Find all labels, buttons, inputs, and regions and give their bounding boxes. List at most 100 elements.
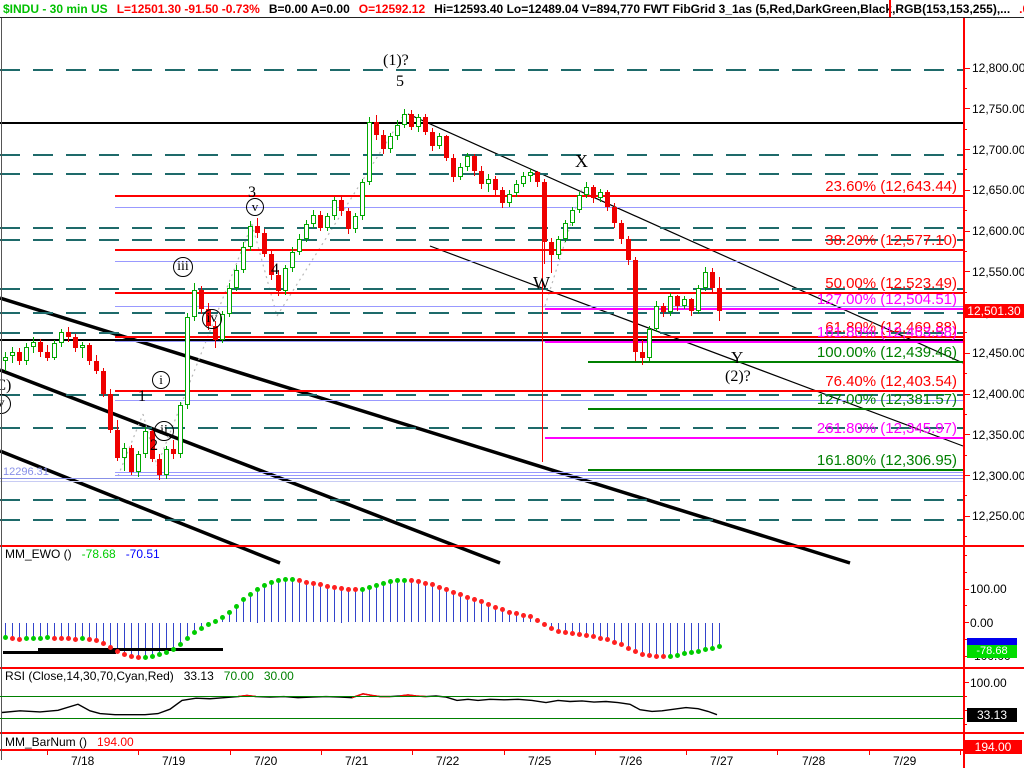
fib-level-label: 50.00% (12,523.49) <box>825 275 957 293</box>
ewo-histogram-bar <box>96 622 97 641</box>
price-axis-label: 12,800.00 <box>972 61 1024 75</box>
price-tick <box>963 230 970 232</box>
ewo-ma-dot <box>192 629 197 635</box>
wave-label-circled-ii: ii <box>154 421 174 441</box>
fib-line-magenta <box>545 307 963 310</box>
title-bar-segment: B=0.00 A=0.00 <box>268 2 350 16</box>
candle-body <box>157 459 162 476</box>
purple-fib-line <box>115 305 963 307</box>
candle-body <box>654 305 659 329</box>
ewo-histogram-bar <box>691 622 692 653</box>
panel-separator <box>0 732 1024 734</box>
ewo-histogram-bar <box>26 622 27 640</box>
ewo-ma-dot <box>444 587 449 593</box>
ewo-ma-dot <box>164 649 169 655</box>
price-tick <box>963 108 970 110</box>
price-tick <box>963 149 970 150</box>
title-bar-segment: $INDU - 30 min US <box>3 2 108 16</box>
ewo-ma-dot <box>101 640 106 646</box>
candle-body <box>507 193 512 204</box>
candle-body <box>73 336 78 349</box>
teal-dashed-gridline <box>0 427 963 430</box>
title-bar-segment: O=12592.12 <box>358 2 426 16</box>
date-boundary-tick <box>47 750 48 755</box>
barnum-value-box: 194.00 <box>964 740 1022 754</box>
candle-body <box>416 116 421 127</box>
ewo-ma-dot <box>521 612 526 618</box>
ewo-ma-dot <box>353 587 358 593</box>
ewo-histogram-bar <box>656 622 657 657</box>
candle-body <box>402 113 407 126</box>
candle-body <box>122 447 127 458</box>
candle-body <box>591 186 596 199</box>
fib-line-red <box>115 248 963 251</box>
ewo-ma-dot <box>150 653 155 659</box>
ewo-ma-dot <box>339 586 344 592</box>
fib-line-magenta <box>545 437 963 440</box>
ewo-histogram-bar <box>635 622 636 652</box>
rsi-readout: 33.13 <box>183 669 214 683</box>
ewo-histogram-bar <box>586 622 587 636</box>
candle-body <box>472 156 477 171</box>
ewo-histogram-bar <box>376 585 377 623</box>
ewo-blue-value-box <box>967 638 1017 645</box>
fib-level-label: 127.00% (12,381.57) <box>816 391 957 409</box>
ewo-ma-dot <box>206 622 211 627</box>
ewo-ma-dot <box>290 577 295 583</box>
ewo-ma-dot <box>402 577 407 583</box>
candle-body <box>465 156 470 168</box>
wave-label-C: (C) <box>0 377 12 394</box>
ewo-ma-dot <box>94 637 99 643</box>
ewo-ma-dot <box>458 592 463 598</box>
ewo-histogram-bar <box>334 587 335 623</box>
panel-separator <box>0 545 1024 547</box>
teal-dashed-gridline <box>0 226 963 229</box>
ewo-ma-dot <box>696 648 701 654</box>
date-boundary-tick <box>868 750 870 755</box>
ewo-histogram-bar <box>488 604 489 623</box>
candle-body <box>388 136 393 150</box>
candle-body <box>332 200 337 217</box>
ewo-histogram-bar <box>390 581 391 623</box>
ewo-histogram-bar <box>187 622 188 638</box>
ewo-axis-minor-tick <box>963 638 967 640</box>
ewo-histogram-bar <box>621 622 622 645</box>
price-tick <box>963 434 970 436</box>
ewo-black-line <box>3 651 116 654</box>
candle-body <box>213 325 218 341</box>
ewo-histogram-bar <box>47 622 48 640</box>
fib-line-green <box>588 360 963 363</box>
ewo-ma-dot <box>668 653 673 659</box>
date-boundary-tick <box>412 750 414 755</box>
chart-left-border <box>1 18 2 760</box>
ewo-ma-dot <box>360 586 365 592</box>
wave-label-circled-v: v <box>246 198 264 216</box>
ewo-ma-dot <box>416 579 421 585</box>
ewo-axis-tick <box>963 588 969 590</box>
ewo-histogram-bar <box>299 580 300 623</box>
candle-body <box>633 260 638 352</box>
rsi-axis-minor-tick <box>963 710 967 711</box>
candle-body <box>647 328 652 359</box>
candle-body <box>570 209 575 223</box>
price-minor-tick <box>963 536 967 538</box>
ewo-histogram-bar <box>138 622 139 659</box>
panel-separator <box>0 667 1024 669</box>
ewo-ma-dot <box>59 635 64 641</box>
ewo-histogram-bar <box>628 622 629 648</box>
candle-body <box>311 214 316 225</box>
ewo-ma-dot <box>409 578 414 583</box>
candle-body <box>129 447 134 473</box>
candle-body <box>661 305 666 313</box>
date-boundary-tick <box>777 750 779 755</box>
ewo-ma-dot <box>507 609 512 615</box>
candle-body <box>87 345 92 362</box>
candle-body <box>458 167 463 178</box>
ewo-histogram-bar <box>341 589 342 623</box>
ewo-ma-dot <box>276 578 281 584</box>
ewo-ma-dot <box>248 591 253 597</box>
purple-fib-line <box>115 261 963 263</box>
fib-line-green <box>588 408 963 411</box>
fib-line-green <box>588 468 963 471</box>
ewo-histogram-bar <box>670 622 671 657</box>
